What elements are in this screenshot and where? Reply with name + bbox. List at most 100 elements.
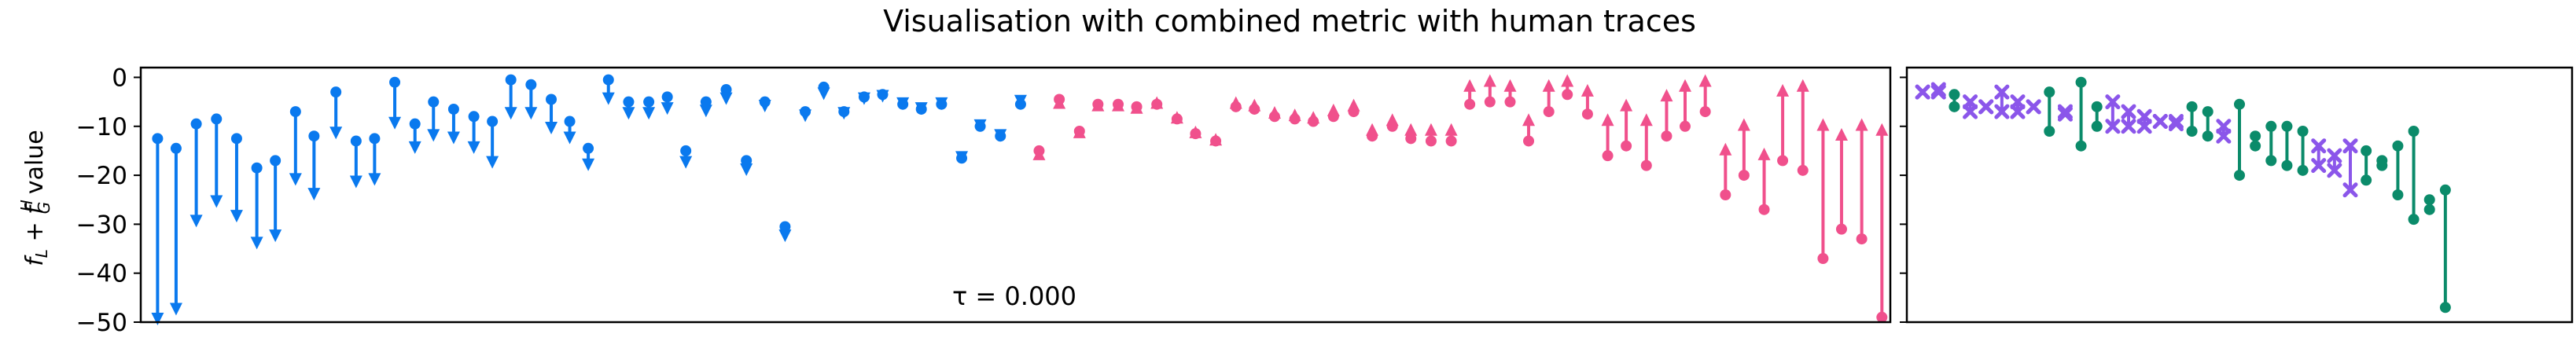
green-dot-trace: [2044, 86, 2055, 137]
trace-arrowhead: [955, 151, 969, 164]
trace-start-point: [289, 106, 301, 118]
downward-trace: [661, 91, 674, 116]
trace-start-point: [369, 133, 381, 145]
upward-trace: [1503, 79, 1517, 108]
trace-start-point: [623, 96, 635, 108]
trace-start-point: [1425, 135, 1437, 147]
upward-trace: [1698, 74, 1712, 118]
cross-marker: [2311, 158, 2327, 174]
trace-arrowhead: [602, 92, 615, 105]
upward-trace: [1639, 113, 1653, 171]
trace-start-point: [1679, 120, 1691, 132]
dot-marker: [2091, 101, 2103, 112]
trace-arrowhead: [307, 188, 321, 201]
upward-trace: [1424, 123, 1437, 147]
trace-arrowhead: [486, 156, 499, 169]
trace-start-point: [389, 76, 401, 88]
trace-arrowhead: [1719, 142, 1732, 156]
y-axis-label: fL + fHG value: [17, 130, 53, 266]
purple-cross-trace: [2057, 104, 2073, 122]
trace-start-point: [1581, 108, 1593, 120]
y-tick-label: 0: [112, 64, 127, 92]
purple-cross-trace: [1963, 94, 1978, 119]
cross-marker: [2311, 138, 2327, 154]
trace-arrowhead: [622, 107, 635, 120]
trace-arrowhead: [504, 107, 517, 120]
upward-trace: [1209, 133, 1223, 147]
downward-trace: [955, 151, 969, 164]
trace-arrowhead: [1170, 111, 1183, 124]
upward-trace: [1150, 96, 1164, 110]
y-tick-label: −20: [76, 162, 127, 190]
trace-arrowhead: [1522, 113, 1536, 126]
downward-trace: [914, 102, 928, 116]
trace-start-point: [779, 221, 791, 233]
trace-start-point: [152, 133, 164, 145]
purple-cross-trace: [1994, 84, 2010, 119]
downward-trace: [349, 135, 362, 189]
trace-arrowhead: [524, 107, 538, 120]
trace-start-point: [211, 113, 223, 125]
upward-trace: [1737, 118, 1750, 182]
trace-start-point: [546, 94, 558, 105]
downward-trace: [388, 76, 402, 130]
dot-marker: [2265, 155, 2277, 167]
upward-trace: [1189, 125, 1202, 140]
green-dot-trace: [2250, 130, 2261, 152]
trace-arrowhead: [799, 109, 812, 123]
trace-start-point: [1720, 189, 1731, 200]
trace-arrowhead: [758, 99, 771, 112]
trace-arrowhead: [857, 92, 870, 105]
upward-trace: [1620, 98, 1633, 152]
trace-start-point: [583, 142, 594, 154]
trace-arrowhead: [1483, 74, 1496, 87]
downward-trace: [837, 106, 851, 120]
trace-start-point: [1758, 204, 1770, 215]
trace-arrowhead: [778, 229, 792, 243]
trace-arrowhead: [1503, 79, 1517, 92]
trace-arrowhead: [1091, 98, 1105, 112]
trace-arrowhead: [1424, 123, 1437, 136]
downward-trace: [582, 142, 595, 171]
downward-trace: [467, 111, 480, 154]
cross-marker: [2136, 119, 2152, 134]
downward-trace: [778, 221, 792, 243]
downward-trace: [719, 84, 733, 105]
trace-start-point: [1661, 130, 1673, 142]
trace-arrowhead: [1855, 118, 1868, 131]
trace-arrowhead: [408, 141, 421, 154]
purple-cross-trace: [2152, 114, 2168, 130]
upward-trace: [1073, 125, 1086, 138]
dot-marker: [2297, 164, 2309, 176]
downward-trace: [269, 155, 282, 243]
trace-start-point: [468, 111, 480, 123]
trace-arrowhead: [642, 107, 656, 120]
trace-arrowhead: [1032, 147, 1046, 160]
upward-trace: [1796, 79, 1809, 176]
dot-marker: [2075, 140, 2087, 152]
downward-trace: [307, 130, 321, 201]
downward-trace: [563, 116, 576, 145]
trace-start-point: [741, 155, 753, 167]
downward-trace: [329, 86, 343, 140]
green-dot-trace: [2361, 145, 2372, 186]
dot-marker: [2250, 130, 2261, 142]
purple-cross-trace: [2136, 108, 2152, 134]
downward-trace: [504, 74, 517, 120]
downward-trace: [740, 155, 753, 176]
trace-arrowhead: [661, 102, 674, 116]
trace-arrowhead: [1150, 96, 1164, 109]
trace-arrowhead: [1698, 74, 1712, 87]
dot-marker: [2186, 101, 2198, 112]
green-dot-trace: [2091, 101, 2103, 132]
trace-start-point: [487, 116, 499, 127]
cross-marker: [1994, 104, 2010, 119]
green-dot-trace: [2281, 120, 2293, 171]
upward-trace: [1444, 123, 1458, 147]
purple-cross-trace: [2327, 148, 2342, 178]
trace-arrowhead: [876, 90, 889, 103]
trace-arrowhead: [914, 102, 928, 116]
upward-trace: [1660, 89, 1673, 142]
trace-arrowhead: [1307, 111, 1320, 124]
